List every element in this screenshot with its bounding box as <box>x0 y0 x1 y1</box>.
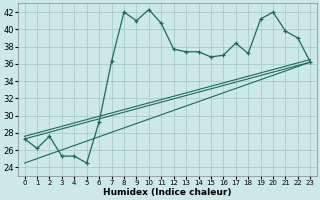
X-axis label: Humidex (Indice chaleur): Humidex (Indice chaleur) <box>103 188 232 197</box>
